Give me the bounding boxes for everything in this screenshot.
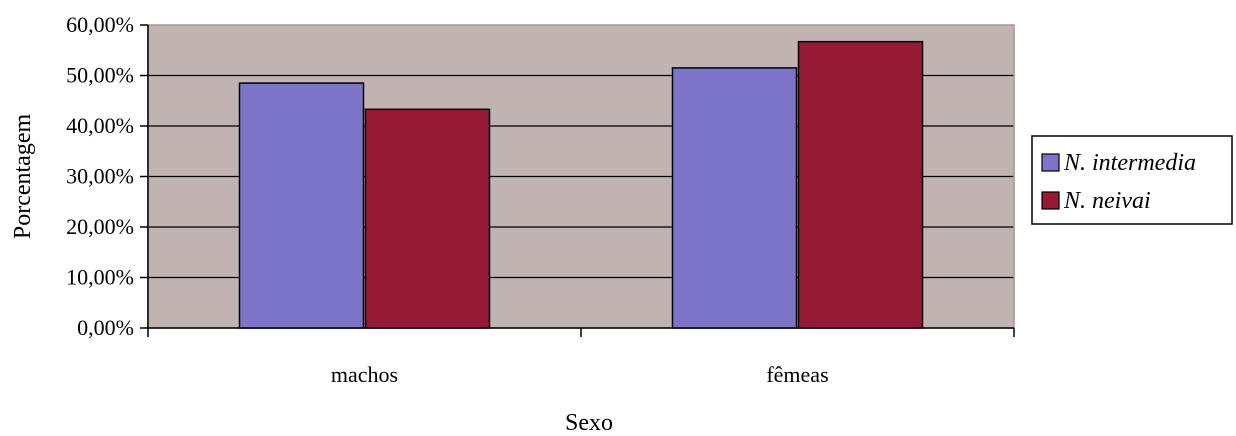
legend-box [1031,135,1233,225]
bars [238,40,924,329]
x-tick-label: machos [331,362,398,387]
y-axis-title: Porcentagem [10,114,36,240]
legend-swatch [1041,153,1060,172]
x-axis: machos fêmeas [147,327,1015,387]
y-tick-label: 20,00% [66,214,134,239]
bar-n-intermedia-1 [671,67,798,329]
y-axis: 0,00% 10,00% 20,00% 30,00% 40,00% 50,00% 60,00… [66,12,149,340]
y-tick-label: 60,00% [66,12,134,37]
x-ticks: machos fêmeas [147,328,1015,387]
y-tick-label: 0,00% [77,315,134,340]
plot-area [147,24,1015,329]
x-tick-label: fêmeas [766,362,828,387]
y-tick-label: 40,00% [66,113,134,138]
bar-n-neivai-0 [364,108,491,329]
y-ticks: 0,00% 10,00% 20,00% 30,00% 40,00% 50,00% 60,00… [66,12,148,340]
legend-swatch [1041,191,1060,210]
y-tick-label: 30,00% [66,164,134,189]
y-tick-label: 50,00% [66,63,134,88]
bar-n-intermedia-0 [238,82,365,329]
legend-label: N. intermedia [1063,150,1196,176]
y-tick-label: 10,00% [66,265,134,290]
legend: N. intermedia N. neivai [1031,135,1233,225]
legend-label: N. neivai [1063,188,1151,214]
x-axis-title: Sexo [565,410,613,436]
bar-n-neivai-1 [797,40,924,329]
